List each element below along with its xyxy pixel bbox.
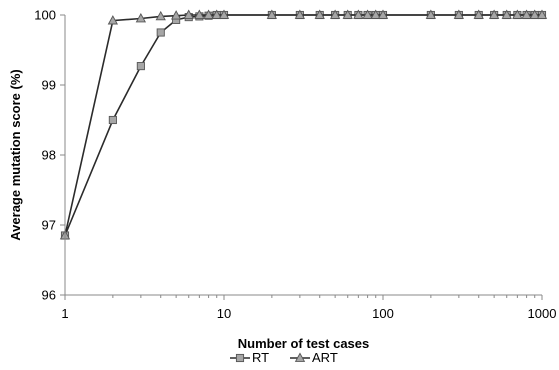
series-line-art xyxy=(64,14,542,236)
data-point-art xyxy=(155,10,166,21)
data-point-art xyxy=(135,12,147,23)
y-tick-label: 99 xyxy=(42,78,56,93)
series-rt xyxy=(60,10,547,240)
legend-item-rt: RT xyxy=(230,350,269,365)
legend-label-rt: RT xyxy=(252,350,269,365)
legend-marker-art xyxy=(294,352,306,362)
data-point-rt xyxy=(136,62,145,71)
x-axis-title: Number of test cases xyxy=(238,336,370,351)
data-point-art xyxy=(329,9,341,19)
data-point-art xyxy=(377,9,389,19)
data-point-art xyxy=(536,9,548,19)
data-point-art xyxy=(342,9,353,19)
data-point-art xyxy=(183,9,194,19)
data-point-art xyxy=(203,9,214,19)
data-point-art xyxy=(353,9,364,19)
data-point-art xyxy=(501,9,512,19)
x-tick-label: 1 xyxy=(61,306,68,321)
data-point-art xyxy=(512,9,523,19)
y-tick-label: 97 xyxy=(42,218,56,233)
data-point-art xyxy=(453,9,465,19)
data-point-art xyxy=(294,9,306,19)
data-point-art xyxy=(529,9,540,19)
data-point-art xyxy=(425,9,437,19)
data-point-art xyxy=(211,9,222,19)
x-tick-label: 1000 xyxy=(528,306,557,321)
data-point-art xyxy=(314,9,325,19)
x-tick-label: 100 xyxy=(372,306,394,321)
data-point-art xyxy=(218,9,230,19)
legend-label-art: ART xyxy=(312,350,338,365)
data-point-art xyxy=(473,9,484,19)
y-tick-label: 96 xyxy=(42,288,56,303)
data-point-art xyxy=(521,9,532,19)
data-point-rt xyxy=(156,28,165,37)
data-point-art xyxy=(194,9,205,19)
y-tick-label: 100 xyxy=(34,8,56,23)
data-point-art xyxy=(170,10,182,20)
legend-item-art: ART xyxy=(290,350,338,365)
y-tick-label: 98 xyxy=(42,148,56,163)
series-art xyxy=(59,9,548,240)
data-point-art xyxy=(362,9,373,19)
series-line-rt xyxy=(64,14,542,236)
data-point-art xyxy=(488,9,500,19)
x-tick-label: 10 xyxy=(217,306,231,321)
y-axis-title: Average mutation score (%) xyxy=(8,69,23,240)
data-point-rt xyxy=(108,115,117,125)
data-point-art xyxy=(266,9,278,19)
data-point-art xyxy=(107,15,119,25)
data-point-art xyxy=(370,9,381,19)
legend-marker-rt xyxy=(235,353,245,363)
